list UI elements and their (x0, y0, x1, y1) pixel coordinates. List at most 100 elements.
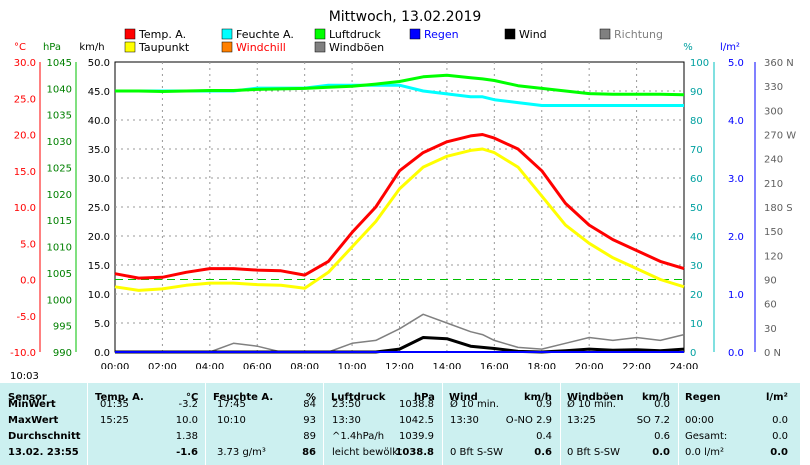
wind-tick-label: 45.0 (88, 87, 110, 98)
legend-swatch (409, 28, 421, 40)
dir-tick-label: 330 (764, 82, 783, 93)
press-tick-label: 1035 (47, 111, 72, 122)
header-gust-unit: km/h (642, 392, 670, 403)
rain-tick-label: 3.0 (728, 174, 744, 185)
press-value: 1038.8 (399, 399, 434, 410)
hum-tick-label: 0 (690, 348, 696, 359)
series-line-taupunkt (114, 147, 685, 292)
press-time: leicht bewölkt (332, 447, 402, 458)
row-label: Durchschnitt (8, 431, 81, 442)
press-time: 13:30 (332, 415, 361, 426)
press-tick-label: 1030 (47, 137, 72, 148)
legend: Temp. A. Feuchte A. Luftdruck Regen Wind Rich… (124, 28, 663, 54)
wind-time: 0 Bft S-SW (450, 447, 504, 458)
temp-tick-label: 30.0 (14, 58, 36, 69)
legend-swatch (314, 28, 326, 40)
header-sensor: Sensor (8, 392, 47, 403)
row-label: MaxWert (8, 415, 59, 426)
stats-row: MinWert 01:35 -3.2 17:45 84 23:50 1038.8 Ø 10 m… (0, 399, 800, 413)
header-press-unit: hPa (414, 392, 435, 403)
legend-swatch (599, 28, 611, 40)
weather-chart: Mittwoch, 13.02.2019 Temp. A. Feuchte A. L… (10, 9, 796, 373)
rain-value: 0.0 (772, 431, 788, 442)
header-gust: Windböen (567, 392, 624, 403)
time-tick-label: 00:00 (101, 362, 130, 373)
separator (560, 383, 561, 465)
header-rain-unit: l/m² (766, 392, 788, 403)
separator (87, 383, 88, 465)
time-tick-label: 02:00 (148, 362, 177, 373)
temp-tick-label: 15.0 (14, 167, 36, 178)
time-tick-label: 18:00 (527, 362, 556, 373)
dir-tick-label: 90 (764, 276, 777, 287)
time-tick-label: 04:00 (195, 362, 224, 373)
rain-tick-label: 2.0 (728, 232, 744, 243)
dir-tick-label: 120 (764, 251, 783, 262)
legend-label: Temp. A. (138, 28, 186, 41)
temp-value: 1.38 (175, 431, 198, 442)
series-line-luftdruck (115, 73, 685, 97)
press-tick-label: 1010 (47, 243, 72, 254)
press-tick-label: 995 (53, 322, 72, 333)
wind-value: 0.6 (534, 447, 552, 458)
separator (678, 383, 679, 465)
hum-time: 17:45 (217, 399, 246, 410)
row-label: MinWert (8, 399, 56, 410)
legend-swatch (124, 28, 136, 40)
dir-tick-label: 30 (764, 324, 777, 335)
wind-tick-label: 50.0 (88, 58, 110, 69)
wind-tick-label: 30.0 (88, 174, 110, 185)
dir-tick-label: 210 (764, 179, 783, 190)
wind-tick-label: 35.0 (88, 145, 110, 156)
rain-tick-label: 4.0 (728, 116, 744, 127)
series-lines (114, 73, 685, 354)
temp-value: -3.2 (178, 399, 198, 410)
press-tick-label: 1040 (47, 84, 72, 95)
press-time: ^1.4hPa/h (332, 431, 385, 442)
left-axes: °C hPa km/h 30.0 25.0 20.0 15.0 10.0 5.0 0.0 -5.0 -… (10, 42, 110, 359)
axis-unit: % (683, 42, 693, 53)
time-tick-label: 06:00 (243, 362, 272, 373)
gust-value: 0.0 (654, 399, 670, 410)
press-tick-label: 1015 (47, 216, 72, 227)
gust-dir-value: SO 7.2 (636, 415, 670, 426)
rain-tick-label: 1.0 (728, 290, 744, 301)
stats-row: MaxWert 15:25 10.0 10:10 93 13:30 1042.5 13:30 O… (0, 415, 800, 429)
series-line-temp-a- (114, 133, 685, 280)
press-tick-label: 1025 (47, 163, 72, 174)
hum-tick-label: 30 (690, 261, 703, 272)
x-axis: 00:00 02:00 04:00 06:00 08:00 10:00 12:00 14:00… (101, 362, 699, 373)
legend-label: Richtung (614, 28, 663, 41)
temp-tick-label: 25.0 (14, 94, 36, 105)
wind-tick-label: 5.0 (94, 319, 110, 330)
wind-tick-label: 20.0 (88, 232, 110, 243)
temp-value: -1.6 (176, 447, 198, 458)
press-tick-label: 990 (53, 348, 72, 359)
dir-tick-label: 240 (764, 155, 783, 166)
legend-label: Taupunkt (138, 41, 190, 54)
separator (323, 383, 324, 465)
header-rain: Regen (685, 392, 721, 403)
legend-label: Luftdruck (329, 28, 381, 41)
legend-swatch (124, 41, 136, 53)
axis-unit: °C (14, 42, 26, 53)
press-value: 1038.8 (395, 447, 434, 458)
time-tick-label: 14:00 (433, 362, 462, 373)
hum-tick-label: 50 (690, 203, 703, 214)
wind-tick-label: 25.0 (88, 203, 110, 214)
rain-tick-label: 0.0 (728, 348, 744, 359)
time-tick-label: 20:00 (575, 362, 604, 373)
legend-label: Feuchte A. (236, 28, 294, 41)
stats-row: Durchschnitt 1.38 89 ^1.4hPa/h 1039.9 0.4 0.6 G… (0, 431, 800, 445)
time-tick-label: 08:00 (290, 362, 319, 373)
dir-tick-label: 300 (764, 106, 783, 117)
dir-tick-label: 360 N (764, 58, 794, 69)
dir-tick-label: 270 W (764, 131, 796, 142)
chart-title: Mittwoch, 13.02.2019 (329, 9, 482, 25)
temp-tick-label: 0.0 (20, 276, 36, 287)
axis-unit: l/m² (720, 42, 740, 53)
legend-swatch (221, 28, 233, 40)
header-temp: Temp. A. (95, 392, 144, 403)
time-tick-label: 10:00 (338, 362, 367, 373)
legend-swatch (314, 41, 326, 53)
